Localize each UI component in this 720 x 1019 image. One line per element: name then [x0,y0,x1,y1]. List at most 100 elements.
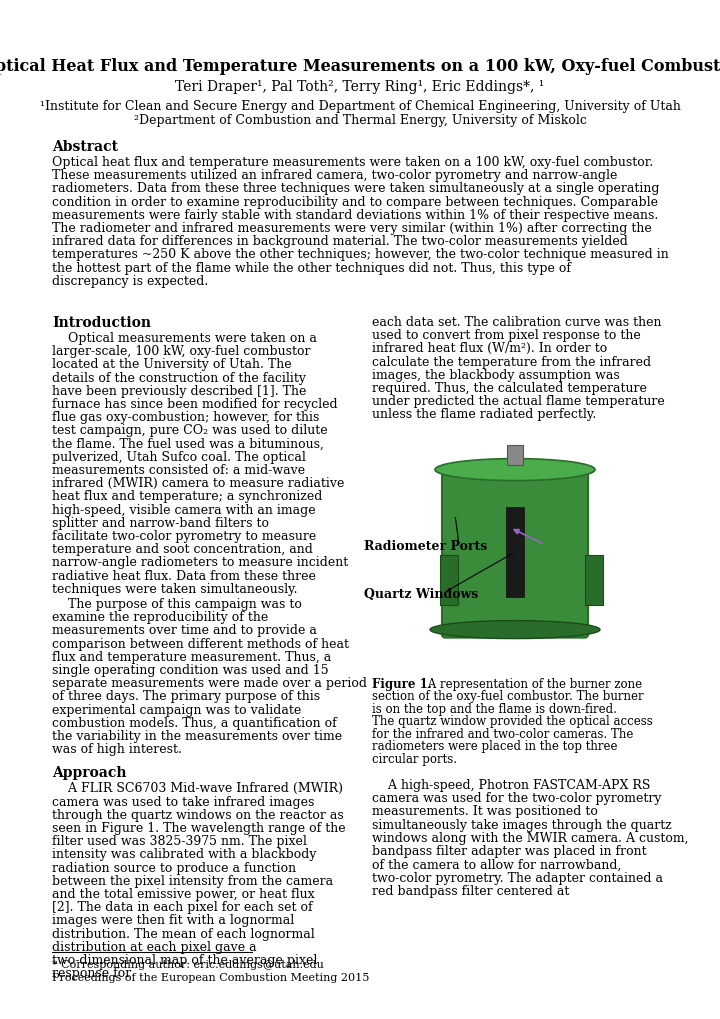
Ellipse shape [430,621,600,639]
Text: flue gas oxy-combustion; however, for this: flue gas oxy-combustion; however, for th… [52,412,320,424]
Text: measurements. It was positioned to: measurements. It was positioned to [372,805,598,818]
Text: The quartz window provided the optical access: The quartz window provided the optical a… [372,715,653,729]
FancyBboxPatch shape [442,467,588,638]
Text: ²Department of Combustion and Thermal Energy, University of Miskolc: ²Department of Combustion and Thermal En… [134,114,586,127]
Text: Optical heat flux and temperature measurements were taken on a 100 kW, oxy-fuel : Optical heat flux and temperature measur… [52,156,653,169]
Text: under predicted the actual flame temperature: under predicted the actual flame tempera… [372,395,665,409]
Text: distribution at each pixel gave a: distribution at each pixel gave a [52,941,256,954]
Text: Quartz Windows: Quartz Windows [364,588,478,600]
Text: single operating condition was used and 15: single operating condition was used and … [52,664,328,677]
Text: images were then fit with a lognormal: images were then fit with a lognormal [52,914,294,927]
Text: combustion models. Thus, a quantification of: combustion models. Thus, a quantificatio… [52,716,337,730]
Text: Introduction: Introduction [52,316,151,330]
Text: radiative heat flux. Data from these three: radiative heat flux. Data from these thr… [52,570,316,583]
Text: bandpass filter adapter was placed in front: bandpass filter adapter was placed in fr… [372,845,647,858]
Text: two-dimensional map of the average pixel: two-dimensional map of the average pixel [52,954,318,967]
Text: comparison between different methods of heat: comparison between different methods of … [52,638,349,650]
Text: details of the construction of the facility: details of the construction of the facil… [52,372,306,384]
Text: * Corresponding author: eric.eddings@utah.edu: * Corresponding author: eric.eddings@uta… [52,960,324,970]
Text: camera was used to take infrared images: camera was used to take infrared images [52,796,315,809]
Text: flux and temperature measurement. Thus, a: flux and temperature measurement. Thus, … [52,651,331,663]
Text: Optical Heat Flux and Temperature Measurements on a 100 kW, Oxy-fuel Combustor: Optical Heat Flux and Temperature Measur… [0,58,720,75]
Text: techniques were taken simultaneously.: techniques were taken simultaneously. [52,583,297,596]
Text: Figure 1.: Figure 1. [372,678,432,691]
Text: furnace has since been modified for recycled: furnace has since been modified for recy… [52,398,338,411]
Text: Teri Draper¹, Pal Toth², Terry Ring¹, Eric Eddings*, ¹: Teri Draper¹, Pal Toth², Terry Ring¹, Er… [176,81,544,94]
Text: images, the blackbody assumption was: images, the blackbody assumption was [372,369,620,382]
Text: and the total emissive power, or heat flux: and the total emissive power, or heat fl… [52,888,315,901]
Text: These measurements utilized an infrared camera, two-color pyrometry and narrow-a: These measurements utilized an infrared … [52,169,617,182]
Text: ¹Institute for Clean and Secure Energy and Department of Chemical Engineering, U: ¹Institute for Clean and Secure Energy a… [40,100,680,113]
Text: Radiometer Ports: Radiometer Ports [364,540,487,552]
Bar [440,554,458,604]
Text: response for: response for [52,967,131,980]
Text: required. Thus, the calculated temperature: required. Thus, the calculated temperatu… [372,382,647,395]
Text: radiometers were placed in the top three: radiometers were placed in the top three [372,740,618,753]
Text: Abstract: Abstract [52,140,118,154]
Text: section of the oxy-fuel combustor. The burner: section of the oxy-fuel combustor. The b… [372,690,644,703]
Text: through the quartz windows on the reactor as: through the quartz windows on the reacto… [52,809,343,821]
Text: examine the reproducibility of the: examine the reproducibility of the [52,611,269,625]
Text: The radiometer and infrared measurements were very similar (within 1%) after cor: The radiometer and infrared measurements… [52,222,652,235]
Text: camera was used for the two-color pyrometry: camera was used for the two-color pyrome… [372,793,662,805]
Text: facilitate two-color pyrometry to measure: facilitate two-color pyrometry to measur… [52,530,316,543]
Text: high-speed, visible camera with an image: high-speed, visible camera with an image [52,503,315,517]
Text: experimental campaign was to validate: experimental campaign was to validate [52,703,301,716]
Text: filter used was 3825-3975 nm. The pixel: filter used was 3825-3975 nm. The pixel [52,836,307,848]
Text: intensity was calibrated with a blackbody: intensity was calibrated with a blackbod… [52,849,317,861]
Text: of three days. The primary purpose of this: of three days. The primary purpose of th… [52,691,320,703]
Text: measurements over time and to provide a: measurements over time and to provide a [52,625,317,638]
Text: Approach: Approach [52,766,127,781]
Text: infrared heat flux (W/m²). In order to: infrared heat flux (W/m²). In order to [372,342,607,356]
Text: of the camera to allow for narrowband,: of the camera to allow for narrowband, [372,858,621,871]
Bar [507,444,523,465]
Text: the hottest part of the flame while the other techniques did not. Thus, this typ: the hottest part of the flame while the … [52,262,571,274]
Text: temperature and soot concentration, and: temperature and soot concentration, and [52,543,313,556]
Text: temperatures ~250 K above the other techniques; however, the two-color technique: temperatures ~250 K above the other tech… [52,249,669,262]
Text: larger-scale, 100 kW, oxy-fuel combustor: larger-scale, 100 kW, oxy-fuel combustor [52,345,310,359]
Text: each data set. The calibration curve was then: each data set. The calibration curve was… [372,316,662,329]
Text: narrow-angle radiometers to measure incident: narrow-angle radiometers to measure inci… [52,556,348,570]
Text: splitter and narrow-band filters to: splitter and narrow-band filters to [52,517,269,530]
Text: red bandpass filter centered at: red bandpass filter centered at [372,884,570,898]
Bar [362,439,668,669]
Bar [506,507,524,597]
Text: measurements were fairly stable with standard deviations within 1% of their resp: measurements were fairly stable with sta… [52,209,658,222]
Text: separate measurements were made over a period: separate measurements were made over a p… [52,678,367,690]
Text: was of high interest.: was of high interest. [52,743,182,756]
Text: simultaneously take images through the quartz: simultaneously take images through the q… [372,818,672,832]
Text: test campaign, pure CO₂ was used to dilute: test campaign, pure CO₂ was used to dilu… [52,424,328,437]
Text: discrepancy is expected.: discrepancy is expected. [52,275,208,287]
Text: between the pixel intensity from the camera: between the pixel intensity from the cam… [52,874,333,888]
Text: Optical measurements were taken on a: Optical measurements were taken on a [52,332,317,345]
Text: measurements consisted of: a mid-wave: measurements consisted of: a mid-wave [52,464,305,477]
Text: two-color pyrometry. The adapter contained a: two-color pyrometry. The adapter contain… [372,871,663,884]
Ellipse shape [435,459,595,481]
Text: The purpose of this campaign was to: The purpose of this campaign was to [52,598,302,611]
Text: the flame. The fuel used was a bituminous,: the flame. The fuel used was a bituminou… [52,437,324,450]
Text: used to convert from pixel response to the: used to convert from pixel response to t… [372,329,641,342]
Text: calculate the temperature from the infrared: calculate the temperature from the infra… [372,356,651,369]
Text: heat flux and temperature; a synchronized: heat flux and temperature; a synchronize… [52,490,323,503]
Text: Proceedings of the European Combustion Meeting 2015: Proceedings of the European Combustion M… [52,973,369,983]
Text: pulverized, Utah Sufco coal. The optical: pulverized, Utah Sufco coal. The optical [52,450,306,464]
Text: infrared (MWIR) camera to measure radiative: infrared (MWIR) camera to measure radiat… [52,477,344,490]
Text: seen in Figure 1. The wavelength range of the: seen in Figure 1. The wavelength range o… [52,822,346,835]
Text: radiation source to produce a function: radiation source to produce a function [52,862,296,874]
Text: radiometers. Data from these three techniques were taken simultaneously at a sin: radiometers. Data from these three techn… [52,182,660,196]
Text: for the infrared and two-color cameras. The: for the infrared and two-color cameras. … [372,728,634,741]
Text: windows along with the MWIR camera. A custom,: windows along with the MWIR camera. A cu… [372,832,688,845]
Text: A representation of the burner zone: A representation of the burner zone [424,678,642,691]
Text: the variability in the measurements over time: the variability in the measurements over… [52,730,342,743]
Text: A high-speed, Photron FASTCAM-APX RS: A high-speed, Photron FASTCAM-APX RS [372,780,650,792]
Text: distribution. The mean of each lognormal: distribution. The mean of each lognormal [52,927,315,941]
Bar [585,554,603,604]
Text: is on the top and the flame is down-fired.: is on the top and the flame is down-fire… [372,702,617,715]
Text: circular ports.: circular ports. [372,753,457,765]
Text: [2]. The data in each pixel for each set of: [2]. The data in each pixel for each set… [52,901,312,914]
Text: have been previously described [1]. The: have been previously described [1]. The [52,385,307,397]
Text: infrared data for differences in background material. The two-color measurements: infrared data for differences in backgro… [52,235,628,249]
Text: unless the flame radiated perfectly.: unless the flame radiated perfectly. [372,409,596,422]
Text: A FLIR SC6703 Mid-wave Infrared (MWIR): A FLIR SC6703 Mid-wave Infrared (MWIR) [52,783,343,796]
Text: located at the University of Utah. The: located at the University of Utah. The [52,359,292,371]
